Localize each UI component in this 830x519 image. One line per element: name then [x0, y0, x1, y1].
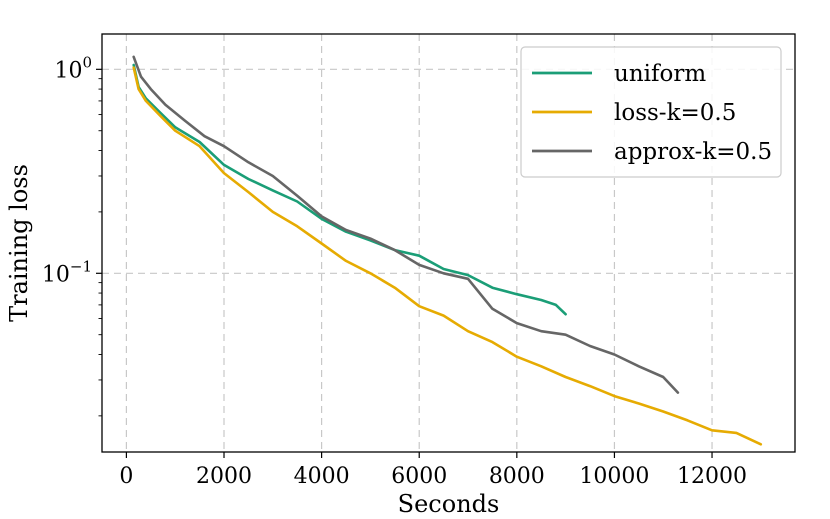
- legend-label: loss-k=0.5: [614, 100, 736, 126]
- x-tick-label: 10000: [579, 464, 649, 489]
- series-lines: [132, 55, 763, 446]
- axis-ticks: 0 2000 4000 6000 8000 10000 12000 100 10−1: [42, 53, 747, 489]
- series-line-uniform: [132, 63, 567, 316]
- plot-frame: [101, 33, 796, 453]
- y-axis-label: Training loss: [5, 164, 33, 322]
- x-tick-label: 2000: [196, 464, 252, 489]
- x-tick-label: 6000: [391, 464, 447, 489]
- legend: uniform loss-k=0.5 approx-k=0.5: [520, 46, 782, 178]
- x-tick-label: 12000: [677, 464, 747, 489]
- legend-label: uniform: [614, 61, 706, 87]
- y-tick-label: 100: [54, 53, 92, 83]
- x-tick-label: 0: [119, 464, 133, 489]
- series-line-loss-k=0.5: [132, 66, 763, 446]
- x-tick-label: 8000: [489, 464, 545, 489]
- x-tick-label: 4000: [294, 464, 350, 489]
- y-tick-label: 10−1: [42, 257, 92, 287]
- legend-label: approx-k=0.5: [614, 139, 772, 165]
- series-line-approx-k=0.5: [132, 55, 680, 394]
- legend-box: [520, 46, 782, 178]
- x-axis-label: Seconds: [398, 490, 500, 518]
